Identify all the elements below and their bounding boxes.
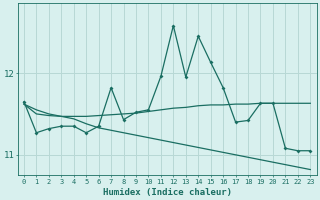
X-axis label: Humidex (Indice chaleur): Humidex (Indice chaleur) (103, 188, 232, 197)
